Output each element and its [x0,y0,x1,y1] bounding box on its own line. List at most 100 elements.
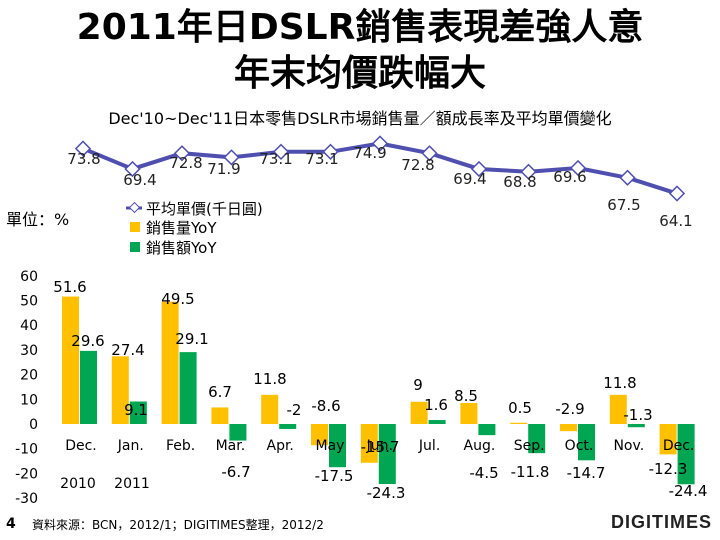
data-label-sales-volume: 0.5 [508,399,532,417]
data-label-sales-volume: -2.9 [555,400,584,418]
bar-sales-volume [161,301,179,424]
data-label-sales-volume: -8.6 [311,397,340,415]
y-tick-label: 0 [29,417,38,433]
price-point [322,143,339,160]
data-label-price: 67.5 [607,196,640,214]
x-tick-label: Sep. [514,438,545,454]
bar-sales-volume [311,424,328,446]
data-label-price: 72.8 [401,156,434,174]
bar-sales-volume [360,424,378,463]
data-label-sales-value: -11.8 [511,463,550,481]
x-tick-label: Feb. [166,438,195,454]
data-label-sales-value: 1.6 [424,396,448,414]
x-tick-label: Dec. [663,438,695,454]
price-point [371,135,389,152]
y-tick-label: -20 [15,466,38,482]
data-label-sales-volume: 27.4 [111,341,144,359]
chart-subtitle: Dec'10~Dec'11日本零售DSLR市場銷售量／額成長率及平均單價變化 [108,109,612,128]
price-point [173,145,191,162]
bar-sales-value [578,424,595,461]
y-tick-label: 50 [20,294,38,310]
bar-sales-volume [62,296,79,424]
x-tick-label: Mar. [216,438,246,454]
y-tick-label: 20 [20,368,38,384]
data-label-price: 64.1 [659,212,692,230]
x-tick-label: Aug. [464,438,496,454]
y-tick-label: 10 [20,392,38,408]
bar-sales-value [378,424,396,485]
bar-sales-value [329,424,346,468]
data-label-sales-value: -24.3 [367,484,406,502]
bar-sales-value [478,424,496,436]
data-label-price: 69.4 [453,170,486,188]
data-label-sales-volume: -15.7 [361,438,400,456]
legend: 平均單價(千日圓)銷售量YoY 銷售額YoY [126,200,263,257]
legend-swatch-sales-volume [130,222,140,232]
y-axis: 60 50 40 30 20 10 0 -10 -20 -30 [15,269,38,507]
bar-sales-volume [510,422,528,424]
data-label-price: 72.8 [169,154,202,172]
bar-sales-volume [261,394,279,424]
data-label-sales-volume: 49.5 [161,290,194,308]
price-point [74,140,92,157]
source-note: 資料來源：BCN，2012/1；DIGITIMES整理，2012/2 [32,518,324,532]
data-label-sales-volume: -12.3 [649,460,688,478]
bar-sales-value [428,420,446,424]
price-point [668,185,686,202]
bar-sales-value [279,424,297,429]
data-label-sales-volume: 11.8 [253,370,286,388]
y-tick-label: -10 [15,442,38,458]
unit-label: 單位：% [6,210,70,229]
bar-layer: Dec. Jan. Feb. Mar. Apr. May Jun. Jul. Aug. Sep. O… [53,278,707,502]
price-point [569,159,587,177]
legend-label-sales-value: 銷售額YoY [146,239,217,257]
bar-sales-value [179,352,197,424]
data-label-price: 71.9 [207,160,240,178]
x-tick-label: Dec. [65,438,97,454]
price-point [520,163,537,180]
bar-sales-volume [659,424,677,455]
title-line-1: 2011年日DSLR銷售表現差強人意 [76,7,644,48]
price-point [619,169,636,186]
data-label-sales-value: -24.4 [669,482,708,500]
price-point [272,143,290,160]
y-tick-label: 30 [20,343,38,359]
bar-sales-volume [609,394,627,424]
data-label-sales-value: 29.6 [71,332,104,350]
data-label-price: 73.8 [67,150,100,168]
price-point [470,160,488,178]
bar-sales-volume [460,403,478,424]
price-point [223,149,240,166]
legend-label-price: 平均單價(千日圓) [146,200,263,218]
y-tick-label: -30 [15,491,38,507]
y-tick-label: 40 [20,318,38,334]
data-label-sales-value: -14.7 [567,464,606,482]
data-label-sales-value: -6.7 [221,463,250,481]
legend-swatch-sales-value [130,242,140,252]
bar-sales-volume [211,407,229,424]
digitimes-logo: DIGITIMES [610,512,712,532]
data-label-sales-value: 9.1 [124,401,148,419]
bar-sales-volume [111,356,129,424]
data-label-price: 74.9 [353,144,386,162]
data-label-sales-volume: 11.8 [603,374,636,392]
bar-sales-value [627,424,645,428]
data-label-sales-value: -1.3 [623,406,652,424]
data-label-sales-value: -2 [287,401,302,419]
x-tick-label: May [316,438,345,454]
year-label: 2011 [114,476,150,492]
price-line-layer: 73.8 69.4 72.8 71.9 73.1 73.1 74.9 72.8 69.4 68.8… [67,135,693,230]
x-tick-label: Jun. [366,438,393,454]
data-label-sales-volume: 9 [413,376,423,394]
data-label-sales-value: 29.1 [175,330,208,348]
y-tick-label: 60 [20,269,38,285]
year-label: 2010 [60,476,96,492]
data-label-price: 69.6 [553,168,586,186]
x-tick-label: Nov. [613,438,644,454]
bar-sales-value [80,350,97,424]
bar-sales-volume [560,424,577,432]
title-line-2: 年末均價跌幅大 [233,53,486,94]
legend-line-marker [128,201,141,214]
data-label-price: 68.8 [503,173,536,191]
